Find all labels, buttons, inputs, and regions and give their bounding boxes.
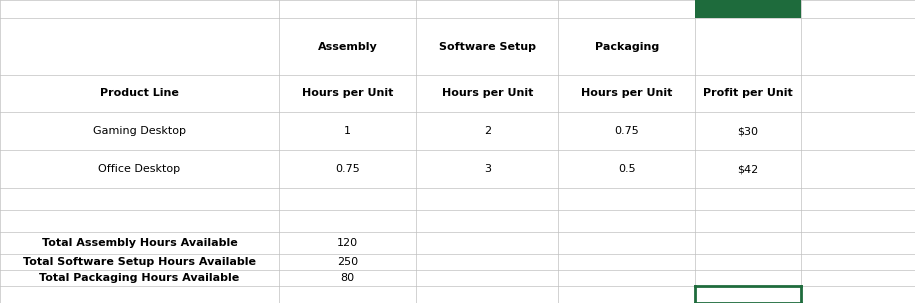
Text: Office Desktop: Office Desktop [99, 164, 180, 174]
Text: Total Assembly Hours Available: Total Assembly Hours Available [42, 238, 237, 248]
Text: 3: 3 [484, 164, 490, 174]
Text: Assembly: Assembly [318, 42, 378, 52]
Text: Profit per Unit: Profit per Unit [703, 88, 793, 98]
Text: Packaging: Packaging [595, 42, 659, 52]
Text: Total Software Setup Hours Available: Total Software Setup Hours Available [23, 257, 256, 267]
Text: 2: 2 [484, 126, 490, 136]
Text: 80: 80 [340, 273, 355, 283]
Text: 250: 250 [337, 257, 359, 267]
Bar [695, 0, 801, 18]
Text: 120: 120 [337, 238, 359, 248]
Text: Hours per Unit: Hours per Unit [442, 88, 533, 98]
Text: Hours per Unit: Hours per Unit [302, 88, 393, 98]
Text: Gaming Desktop: Gaming Desktop [93, 126, 186, 136]
Text: $42: $42 [737, 164, 759, 174]
Text: Software Setup: Software Setup [438, 42, 536, 52]
Text: 0.75: 0.75 [335, 164, 361, 174]
Text: $30: $30 [737, 126, 759, 136]
Text: 0.5: 0.5 [618, 164, 636, 174]
Text: 0.75: 0.75 [614, 126, 640, 136]
Text: 1: 1 [344, 126, 351, 136]
Text: Product Line: Product Line [100, 88, 179, 98]
Text: Hours per Unit: Hours per Unit [581, 88, 673, 98]
Text: Total Packaging Hours Available: Total Packaging Hours Available [39, 273, 240, 283]
